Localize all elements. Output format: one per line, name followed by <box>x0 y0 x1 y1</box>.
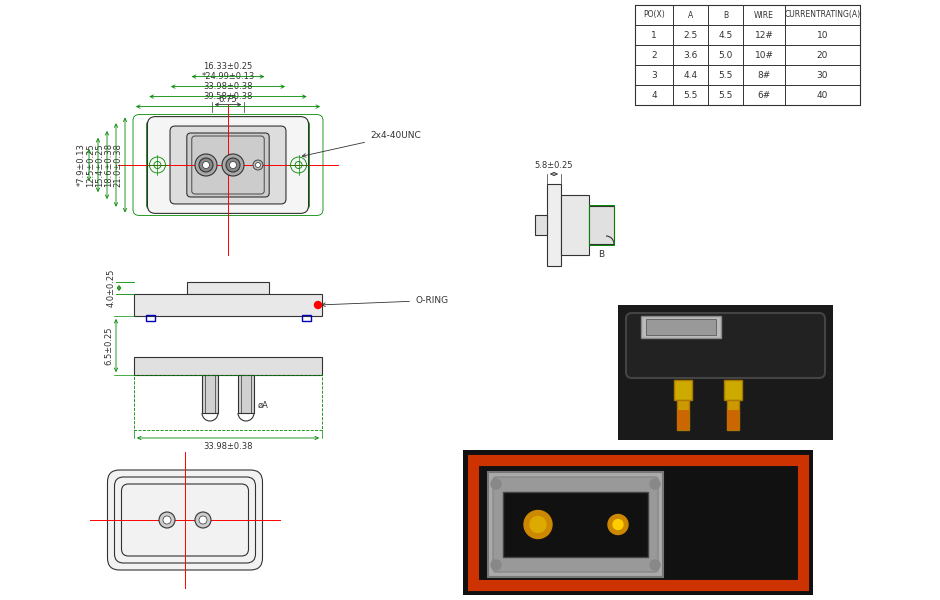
Bar <box>535 215 547 235</box>
Text: 6#: 6# <box>758 91 771 100</box>
Circle shape <box>195 512 211 528</box>
Text: 2x4-40UNC: 2x4-40UNC <box>302 131 421 157</box>
Circle shape <box>608 514 628 535</box>
Circle shape <box>491 560 501 570</box>
FancyBboxPatch shape <box>626 313 825 378</box>
Circle shape <box>199 158 213 172</box>
Text: 33.98±0.38: 33.98±0.38 <box>203 442 253 451</box>
Text: 3.6: 3.6 <box>683 50 697 59</box>
Text: 6.75: 6.75 <box>219 95 237 104</box>
Bar <box>146 315 155 321</box>
Bar <box>503 492 648 557</box>
Text: PO(X): PO(X) <box>643 10 665 19</box>
FancyBboxPatch shape <box>107 470 262 570</box>
Bar <box>677 400 689 430</box>
Bar <box>674 380 692 400</box>
Bar <box>641 316 721 338</box>
Bar <box>547 184 561 266</box>
FancyBboxPatch shape <box>170 126 286 204</box>
Bar <box>589 205 614 245</box>
Text: 5.5: 5.5 <box>718 91 732 100</box>
Text: 3: 3 <box>651 70 657 79</box>
Text: 33.98±0.38: 33.98±0.38 <box>203 82 253 91</box>
Circle shape <box>229 161 237 169</box>
Text: 2.5: 2.5 <box>683 31 697 40</box>
Bar <box>238 375 254 413</box>
Bar <box>187 282 269 294</box>
Circle shape <box>222 154 244 176</box>
Bar <box>134 294 322 316</box>
Bar <box>134 375 322 430</box>
Bar <box>463 450 813 595</box>
Text: 21.0±0.38: 21.0±0.38 <box>113 143 122 187</box>
Bar <box>727 410 739 430</box>
Text: 8#: 8# <box>758 70 771 79</box>
Circle shape <box>202 161 210 169</box>
Circle shape <box>199 516 207 524</box>
Text: WIRE: WIRE <box>754 10 774 19</box>
Bar <box>646 319 716 335</box>
Text: *7.9±0.13: *7.9±0.13 <box>77 143 86 187</box>
Circle shape <box>315 301 321 308</box>
Bar <box>618 305 833 440</box>
FancyBboxPatch shape <box>493 477 658 572</box>
Text: 4.0±0.25: 4.0±0.25 <box>107 269 116 307</box>
Bar <box>727 400 739 430</box>
Text: 39.58±0.38: 39.58±0.38 <box>203 92 253 101</box>
Circle shape <box>159 512 175 528</box>
Text: B: B <box>599 250 604 259</box>
Bar <box>724 380 742 400</box>
Circle shape <box>226 158 240 172</box>
Text: 2: 2 <box>651 50 657 59</box>
Bar <box>202 375 218 413</box>
Text: 6.5±0.25: 6.5±0.25 <box>104 326 113 365</box>
Text: *24.99±0.13: *24.99±0.13 <box>201 71 255 80</box>
Text: 4.4: 4.4 <box>683 70 697 79</box>
Bar <box>635 5 860 105</box>
Text: O-RING: O-RING <box>321 296 448 307</box>
Text: 4: 4 <box>651 91 657 100</box>
Bar <box>561 195 589 255</box>
Circle shape <box>491 479 501 489</box>
Text: 15.4±0.25: 15.4±0.25 <box>95 143 104 187</box>
Text: 10: 10 <box>817 31 828 40</box>
Text: 4.5: 4.5 <box>718 31 732 40</box>
Bar <box>589 206 614 244</box>
Circle shape <box>650 560 660 570</box>
Text: 16.33±0.25: 16.33±0.25 <box>203 62 253 71</box>
Circle shape <box>530 517 546 533</box>
Text: CURRENTRATING(A): CURRENTRATING(A) <box>785 10 860 19</box>
Bar <box>488 472 663 577</box>
Circle shape <box>256 163 260 167</box>
FancyBboxPatch shape <box>187 133 269 197</box>
Text: A: A <box>688 10 693 19</box>
FancyBboxPatch shape <box>148 116 308 214</box>
Text: 5.5: 5.5 <box>718 70 732 79</box>
Text: øA: øA <box>258 401 269 409</box>
Text: B: B <box>723 10 728 19</box>
Circle shape <box>650 479 660 489</box>
Circle shape <box>613 520 623 529</box>
Circle shape <box>253 160 263 170</box>
Text: 30: 30 <box>817 70 828 79</box>
Text: 5.0: 5.0 <box>718 50 732 59</box>
Circle shape <box>524 511 552 539</box>
Circle shape <box>163 516 171 524</box>
Text: 40: 40 <box>817 91 828 100</box>
Text: 20: 20 <box>817 50 828 59</box>
Text: 12#: 12# <box>755 31 774 40</box>
Circle shape <box>195 154 217 176</box>
Text: 10#: 10# <box>755 50 774 59</box>
Text: 18.6±0.38: 18.6±0.38 <box>104 143 113 187</box>
Bar <box>134 357 322 375</box>
Bar <box>677 410 689 430</box>
Text: 5.5: 5.5 <box>683 91 697 100</box>
Bar <box>473 460 803 585</box>
Bar <box>302 315 311 321</box>
Text: 1: 1 <box>651 31 657 40</box>
Text: 12.5±0.25: 12.5±0.25 <box>86 143 95 187</box>
Text: 5.8±0.25: 5.8±0.25 <box>535 161 573 170</box>
